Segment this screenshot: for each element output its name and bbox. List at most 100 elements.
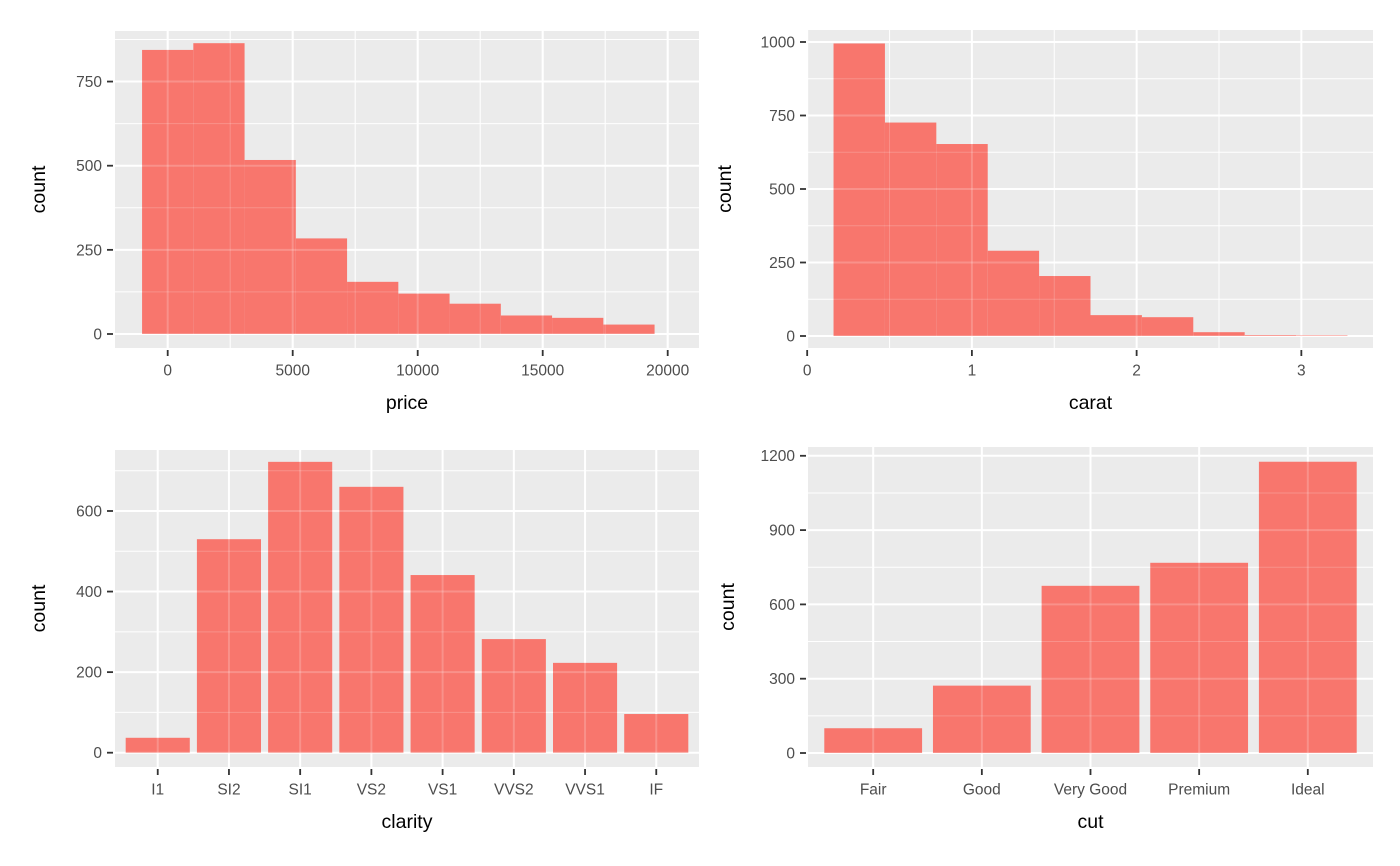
- cut-barchart: Fair Good Very Good Premium Ideal 0 300 600 900 1…: [700, 433, 1400, 866]
- bar: [1041, 585, 1140, 754]
- histogram-bar: [193, 43, 245, 334]
- tick-marks: [800, 454, 1309, 775]
- y-tick-label: 200: [76, 665, 102, 682]
- histogram-bar: [552, 317, 604, 334]
- y-tick-label: 750: [769, 108, 795, 125]
- histogram-bar: [449, 303, 501, 334]
- y-tick-label: 0: [93, 745, 102, 762]
- bar: [481, 639, 546, 753]
- x-tick-label: 3: [1297, 362, 1306, 379]
- price-histogram-svg: 0 5000 10000 15000 20000 0 250 500 750 price count: [28, 31, 699, 414]
- x-axis-title: carat: [1069, 392, 1113, 414]
- histogram-bar: [347, 281, 399, 334]
- x-tick-label: VVS1: [565, 781, 605, 798]
- bar: [268, 461, 333, 753]
- y-tick-label: 300: [769, 671, 795, 688]
- bar: [339, 486, 404, 753]
- y-axis-title: count: [28, 584, 50, 632]
- x-tick-label: 0: [163, 362, 172, 379]
- y-tick-label: 500: [76, 158, 102, 175]
- x-tick-label: I1: [151, 781, 164, 798]
- x-tick-label: Premium: [1168, 781, 1230, 798]
- histogram-bar: [1141, 317, 1194, 337]
- histogram-bar: [936, 144, 988, 337]
- histogram-bar: [398, 293, 450, 334]
- x-tick-label: Ideal: [1291, 781, 1325, 798]
- carat-histogram: 0 1 2 3 0 250 500 750 1000 carat count: [700, 0, 1400, 433]
- clarity-barchart-svg: I1 SI2 SI1 VS2 VS1 VVS2 VVS1 IF 0 200 400 600 clarit…: [28, 450, 699, 833]
- x-axis-title: cut: [1077, 811, 1104, 833]
- y-tick-label: 400: [76, 584, 102, 601]
- tick-marks: [800, 41, 1303, 356]
- x-tick-label: Very Good: [1054, 781, 1127, 798]
- y-tick-label: 500: [769, 181, 795, 198]
- y-tick-label: 0: [93, 326, 102, 343]
- y-tick-label: 1000: [761, 34, 796, 51]
- x-tick-label: IF: [649, 781, 663, 798]
- histogram-bar: [987, 250, 1040, 337]
- y-tick-label: 900: [769, 523, 795, 540]
- x-tick-label: 5000: [275, 362, 310, 379]
- y-axis-title: count: [28, 165, 50, 213]
- x-axis-title: clarity: [382, 811, 433, 833]
- cut-barchart-svg: Fair Good Very Good Premium Ideal 0 300 600 900 1…: [717, 447, 1373, 833]
- x-tick-label: SI1: [289, 781, 312, 798]
- x-tick-label: Good: [963, 781, 1001, 798]
- histogram-bar: [1244, 335, 1297, 337]
- x-tick-label: SI2: [217, 781, 240, 798]
- bars-group: [824, 461, 1357, 754]
- y-tick-label: 250: [769, 255, 795, 272]
- x-tick-label: 2: [1132, 362, 1141, 379]
- clarity-barchart: I1 SI2 SI1 VS2 VS1 VVS2 VVS1 IF 0 200 400 600 clarit…: [0, 433, 700, 866]
- grid-overlay: [808, 30, 1373, 348]
- x-axis-title: price: [386, 392, 428, 414]
- bars-group: [125, 461, 689, 753]
- y-axis-title: count: [714, 165, 736, 213]
- grid-overlay: [115, 450, 699, 767]
- bar: [1258, 461, 1357, 754]
- bar: [1150, 562, 1249, 754]
- bars-group: [833, 43, 1348, 337]
- y-tick-label: 750: [76, 74, 102, 91]
- histogram-bar: [295, 238, 348, 334]
- y-tick-label: 0: [786, 328, 795, 345]
- price-histogram: 0 5000 10000 15000 20000 0 250 500 750 price count: [0, 0, 700, 433]
- bar: [410, 575, 475, 753]
- x-tick-label: VVS2: [494, 781, 534, 798]
- bars-group: [142, 43, 655, 334]
- y-tick-label: 600: [769, 597, 795, 614]
- tick-marks: [107, 510, 658, 775]
- x-tick-label: 0: [803, 362, 812, 379]
- bar: [824, 728, 923, 754]
- y-tick-label: 0: [786, 745, 795, 762]
- bar: [553, 662, 618, 753]
- bar: [196, 539, 261, 753]
- x-tick-label: VS1: [428, 781, 457, 798]
- bar: [125, 737, 190, 753]
- y-tick-label: 1200: [761, 448, 796, 465]
- x-tick-label: VS2: [357, 781, 386, 798]
- y-tick-label: 250: [76, 242, 102, 259]
- carat-histogram-svg: 0 1 2 3 0 250 500 750 1000 carat count: [714, 30, 1373, 414]
- bar: [624, 714, 689, 753]
- y-axis-title: count: [717, 583, 739, 631]
- histogram-bar: [244, 159, 296, 334]
- histogram-bar: [1039, 276, 1091, 337]
- bar: [932, 685, 1031, 754]
- histogram-bar: [884, 122, 937, 337]
- histogram-bar: [500, 315, 553, 334]
- histogram-bar: [1090, 315, 1142, 337]
- grid-overlay: [115, 31, 699, 348]
- histogram-bar: [603, 324, 655, 334]
- y-tick-label: 600: [76, 503, 102, 520]
- tick-marks: [107, 80, 669, 356]
- x-tick-label: Fair: [860, 781, 887, 798]
- x-tick-label: 1: [968, 362, 977, 379]
- histogram-bar: [1193, 332, 1245, 337]
- grid-overlay: [808, 447, 1373, 767]
- x-tick-label: 10000: [396, 362, 439, 379]
- x-tick-label: 15000: [521, 362, 564, 379]
- x-tick-label: 20000: [646, 362, 689, 379]
- histogram-bar: [142, 49, 194, 334]
